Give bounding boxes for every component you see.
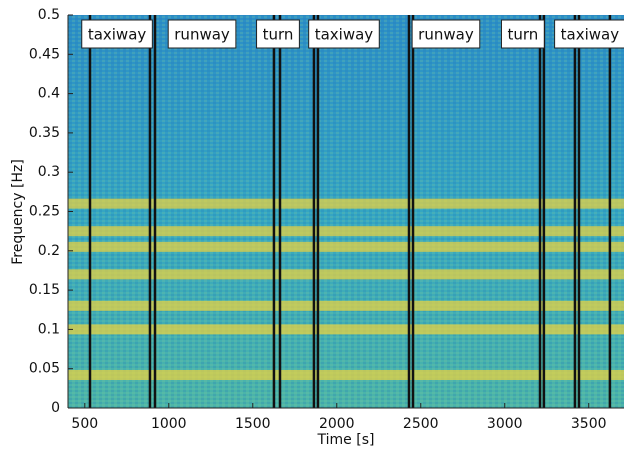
bright-band [68, 369, 624, 380]
segment-text: taxiway [88, 26, 147, 44]
bright-band [68, 198, 624, 209]
y-tick-label: 0.05 [29, 361, 60, 377]
segment-label: taxiway [81, 19, 153, 49]
x-tick-label: 3500 [571, 416, 607, 432]
segment-box [167, 19, 237, 49]
segment-box [554, 19, 624, 49]
y-tick-label: 0.25 [29, 204, 60, 220]
bright-band [68, 300, 624, 311]
segment-label: turn [256, 19, 300, 49]
x-tick-label: 3000 [487, 416, 523, 432]
y-axis-label: Frequency [Hz] [10, 159, 26, 265]
y-tick-label: 0.2 [38, 243, 60, 259]
segment-label: taxiway [308, 19, 380, 49]
segment-label: taxiway [554, 19, 624, 49]
segment-text: runway [174, 26, 230, 44]
segment-box [500, 19, 545, 49]
y-tick-label: 0.15 [29, 282, 60, 298]
x-tick-label: 500 [71, 416, 98, 432]
y-tick-label: 0.3 [38, 164, 60, 180]
y-tick-label: 0 [51, 400, 60, 416]
segment-box [256, 19, 300, 49]
y-tick-label: 0.45 [29, 46, 60, 62]
x-tick-label: 1000 [151, 416, 187, 432]
segment-text: turn [263, 26, 294, 44]
x-tick-label: 2000 [319, 416, 355, 432]
y-tick-label: 0.1 [38, 321, 60, 337]
segment-box [411, 19, 481, 49]
segment-text: runway [418, 26, 474, 44]
segment-text: taxiway [561, 26, 620, 44]
x-axis-label: Time [s] [317, 432, 375, 448]
segment-label: runway [167, 19, 237, 49]
y-tick-label: 0.35 [29, 125, 60, 141]
segment-text: turn [507, 26, 538, 44]
plot-texture [68, 15, 624, 408]
bright-band [68, 226, 624, 237]
x-tick-label: 1500 [235, 416, 271, 432]
bright-band [68, 269, 624, 280]
segment-box [81, 19, 153, 49]
segment-text: taxiway [315, 26, 374, 44]
bright-band [68, 324, 624, 335]
segment-box [308, 19, 380, 49]
bright-band [68, 241, 624, 252]
segment-label: runway [411, 19, 481, 49]
y-tick-label: 0.5 [38, 7, 60, 23]
x-tick-label: 2500 [403, 416, 439, 432]
segment-label: turn [500, 19, 545, 49]
y-tick-label: 0.4 [38, 86, 60, 102]
